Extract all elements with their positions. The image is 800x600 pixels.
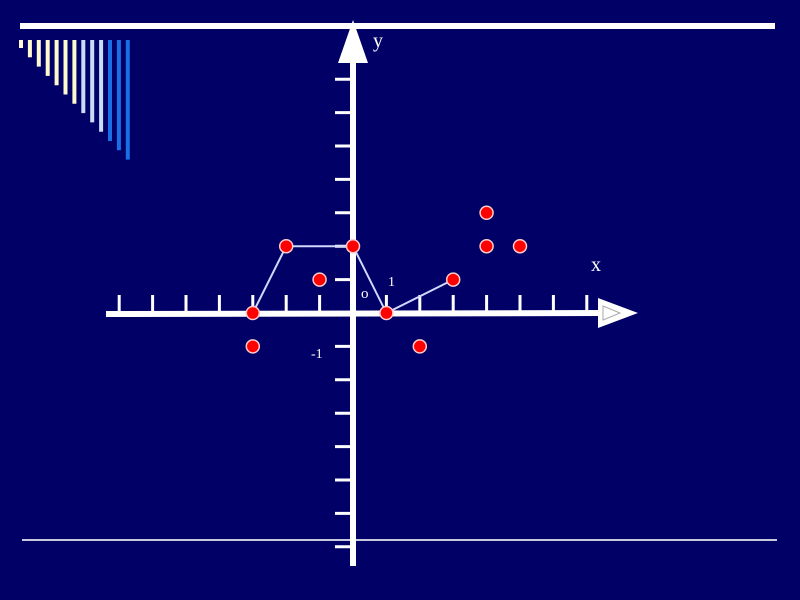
data-point [479,238,494,254]
origin-label: o [361,286,369,302]
data-point [312,272,327,287]
data-point [445,272,461,287]
y-axis-arrow [338,20,368,63]
x-axis-arrow-inner [602,305,622,321]
decorative-bars [19,40,130,160]
data-point [245,339,261,354]
data-point [512,238,528,254]
data-point [479,205,494,221]
x-tick-label-1: 1 [388,275,395,290]
data-point [245,305,261,321]
data-point [379,305,394,321]
y-tick-label-minus-1: -1 [311,347,323,362]
data-point [278,238,294,254]
x-axis-arrow [598,298,638,328]
y-axis-label: y [373,30,383,52]
data-point [412,339,428,354]
data-point [345,238,361,254]
points [245,205,528,354]
x-axis-label: x [591,254,601,276]
